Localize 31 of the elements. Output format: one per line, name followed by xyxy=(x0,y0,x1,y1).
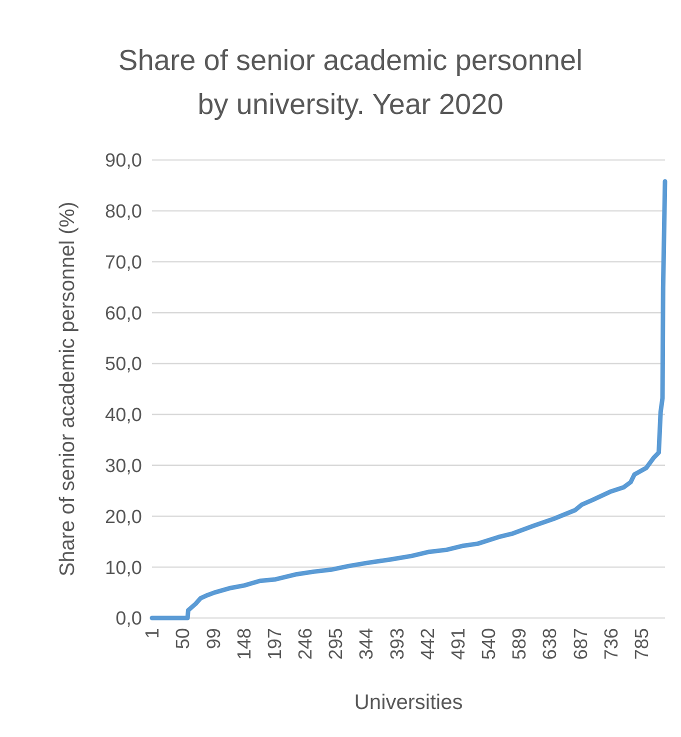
x-tick-label: 148 xyxy=(234,628,256,660)
y-tick-label: 10,0 xyxy=(105,558,142,579)
x-tick-label: 540 xyxy=(479,628,500,660)
x-tick-label: 99 xyxy=(204,628,225,650)
x-tick-label: 785 xyxy=(632,628,653,660)
y-tick-label: 50,0 xyxy=(105,354,142,376)
x-tick-label: 1 xyxy=(142,628,164,639)
x-tick-label: 393 xyxy=(387,628,408,660)
y-tick-label: 40,0 xyxy=(105,405,142,426)
y-tick-label: 60,0 xyxy=(105,303,142,324)
y-tick-label: 70,0 xyxy=(105,252,142,274)
y-tick-label: 90,0 xyxy=(105,150,142,172)
x-tick-label: 687 xyxy=(570,628,592,660)
x-tick-label: 344 xyxy=(356,628,378,660)
y-tick-label: 0,0 xyxy=(116,608,142,630)
x-tick-label: 295 xyxy=(326,628,348,660)
x-axis-title: Universities xyxy=(354,691,463,714)
y-tick-label: 80,0 xyxy=(105,202,142,223)
y-tick-label: 20,0 xyxy=(105,506,142,528)
x-tick-label: 50 xyxy=(173,628,194,650)
chart-title: Share of senior academic personnel by university. Year 2020 xyxy=(118,45,583,121)
x-tick-label: 638 xyxy=(540,628,562,660)
x-tick-label: 246 xyxy=(296,628,317,660)
x-tick-label: 736 xyxy=(601,628,622,660)
y-tick-label: 30,0 xyxy=(105,456,142,477)
x-tick-label: 197 xyxy=(264,628,286,660)
x-tick-label: 589 xyxy=(510,628,531,660)
line-series xyxy=(150,179,668,620)
y-axis-title: Share of senior academic personnel (%) xyxy=(56,202,79,576)
x-tick-label: 442 xyxy=(418,628,439,660)
x-tick-label: 491 xyxy=(448,628,470,660)
